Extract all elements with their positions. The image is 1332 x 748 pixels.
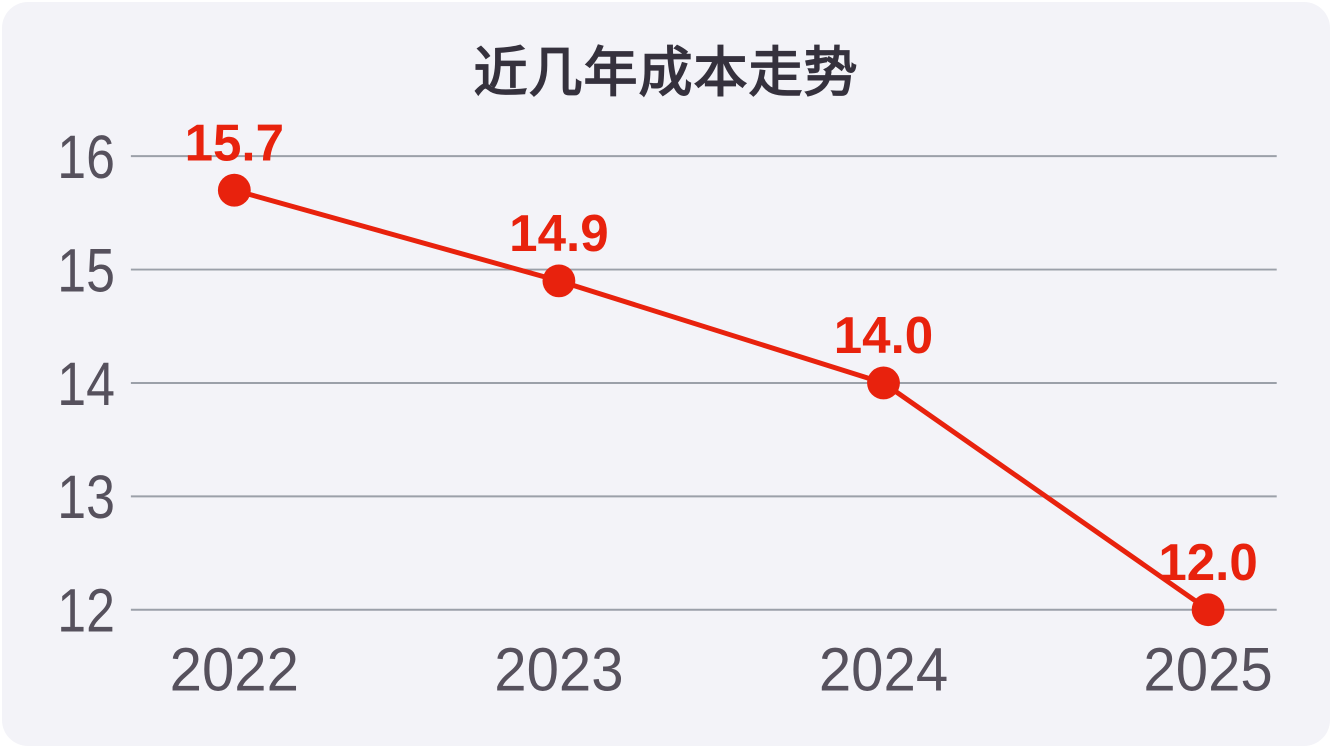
y-tick-label: 15 [57,236,115,305]
data-point [217,173,251,207]
chart-title: 近几年成本走势 [473,43,859,103]
data-label: 15.7 [185,113,284,171]
y-tick-label: 14 [57,350,115,419]
data-point [1191,593,1225,627]
data-point [867,366,900,400]
x-tick-label: 2025 [1143,635,1272,704]
data-point [542,264,576,298]
y-tick-label: 13 [57,463,115,532]
y-tick-label: 16 [57,123,115,192]
data-label: 12.0 [1158,533,1257,591]
x-tick-label: 2022 [170,635,299,704]
data-label: 14.9 [509,204,608,262]
line-series [231,187,1211,613]
data-label: 14.0 [834,306,933,364]
x-tick-label: 2023 [494,635,623,704]
y-tick-label: 12 [57,577,115,646]
x-tick-label: 2024 [819,635,948,704]
